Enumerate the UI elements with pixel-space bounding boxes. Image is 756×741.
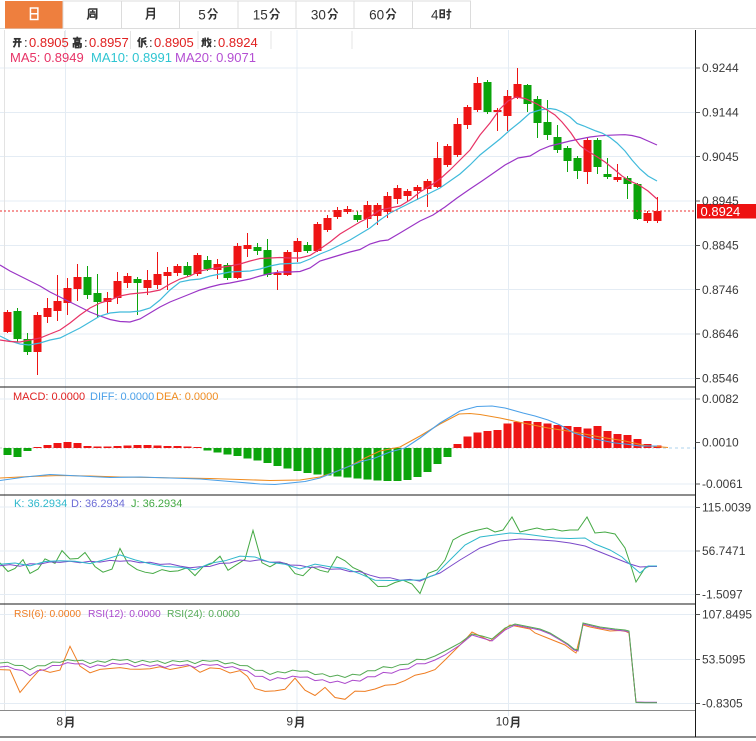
svg-text:0.8845: 0.8845	[702, 239, 739, 253]
svg-text:60: 60	[369, 8, 384, 23]
svg-text:D: 36.2934: D: 36.2934	[71, 498, 125, 510]
svg-text:30: 30	[311, 8, 326, 23]
svg-text:0.8945: 0.8945	[702, 194, 739, 208]
svg-text:0.8546: 0.8546	[702, 372, 739, 386]
svg-text::: :	[149, 35, 153, 50]
svg-text:0.8646: 0.8646	[702, 327, 739, 341]
svg-text:4: 4	[431, 8, 439, 23]
svg-text:115.0039: 115.0039	[702, 501, 751, 515]
svg-text:RSI(6): 0.0000: RSI(6): 0.0000	[14, 609, 81, 620]
svg-text:0.9244: 0.9244	[702, 61, 739, 75]
svg-text:0.9144: 0.9144	[702, 106, 739, 120]
svg-text:-0.8305: -0.8305	[702, 697, 743, 711]
svg-text:RSI(12): 0.0000: RSI(12): 0.0000	[88, 609, 161, 620]
svg-text:0.9045: 0.9045	[702, 150, 739, 164]
svg-text:K: 36.2934: K: 36.2934	[14, 498, 67, 510]
svg-text::: :	[24, 35, 28, 50]
svg-text:5: 5	[198, 8, 206, 23]
svg-text:-0.0061: -0.0061	[702, 477, 743, 491]
svg-text:15: 15	[253, 8, 268, 23]
svg-text:MA10: 0.8991: MA10: 0.8991	[91, 50, 172, 65]
svg-text:MA20: 0.9071: MA20: 0.9071	[175, 50, 256, 65]
svg-text:0.8905: 0.8905	[29, 35, 69, 50]
svg-text:-1.5097: -1.5097	[702, 588, 743, 602]
svg-text:0.8924: 0.8924	[701, 204, 741, 219]
svg-text:DEA: 0.0000: DEA: 0.0000	[156, 391, 218, 403]
svg-text:MACD: 0.0000: MACD: 0.0000	[13, 391, 85, 403]
svg-text:J: 36.2934: J: 36.2934	[131, 498, 182, 510]
svg-text::: :	[213, 35, 217, 50]
svg-text:RSI(24): 0.0000: RSI(24): 0.0000	[167, 609, 240, 620]
svg-text:10: 10	[496, 715, 510, 729]
svg-text:0.8905: 0.8905	[154, 35, 194, 50]
svg-text:0.0010: 0.0010	[702, 436, 739, 450]
svg-text:0.0082: 0.0082	[702, 392, 739, 406]
svg-text:107.8495: 107.8495	[702, 608, 752, 622]
svg-text:0.8924: 0.8924	[218, 35, 258, 50]
svg-text:0.8957: 0.8957	[89, 35, 129, 50]
svg-text::: :	[84, 35, 88, 50]
svg-text:MA5: 0.8949: MA5: 0.8949	[10, 50, 84, 65]
svg-text:DIFF: 0.0000: DIFF: 0.0000	[90, 391, 154, 403]
svg-text:53.5095: 53.5095	[702, 653, 746, 667]
svg-text:8: 8	[56, 715, 63, 729]
svg-text:56.7471: 56.7471	[702, 544, 746, 558]
svg-text:0.8746: 0.8746	[702, 283, 739, 297]
svg-text:9: 9	[286, 715, 293, 729]
